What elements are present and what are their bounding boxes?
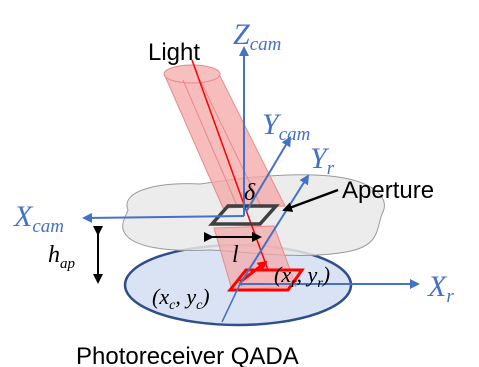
aperture-label: Aperture xyxy=(342,177,434,204)
y-cam-axis xyxy=(245,136,292,213)
photoreceiver-label: Photoreceiver QADA xyxy=(76,343,299,367)
aperture-pointer xyxy=(282,188,339,212)
z-cam-label: Zcam xyxy=(233,18,281,55)
light-ray xyxy=(191,59,247,211)
receiver-normal-line xyxy=(221,283,241,323)
light-label: Light xyxy=(148,39,200,66)
y-cam-label: Ycam xyxy=(262,108,310,145)
hap-label: hap xyxy=(48,242,76,272)
l-label: l xyxy=(232,242,239,268)
light-beam xyxy=(163,64,297,291)
receiver-center-label: (xc, yc) xyxy=(152,284,210,313)
x-cam-label: Xcam xyxy=(13,200,64,237)
aperture-square xyxy=(208,204,280,226)
x-cam-axis xyxy=(82,212,245,223)
aperture-plane xyxy=(122,174,385,256)
spot-position-label: (xr, yr) xyxy=(274,262,330,291)
x-r-label: Xr xyxy=(427,270,454,307)
y-r-label: Yr xyxy=(310,142,335,179)
y-r-axis xyxy=(239,174,310,285)
delta-label: δ xyxy=(244,180,256,206)
